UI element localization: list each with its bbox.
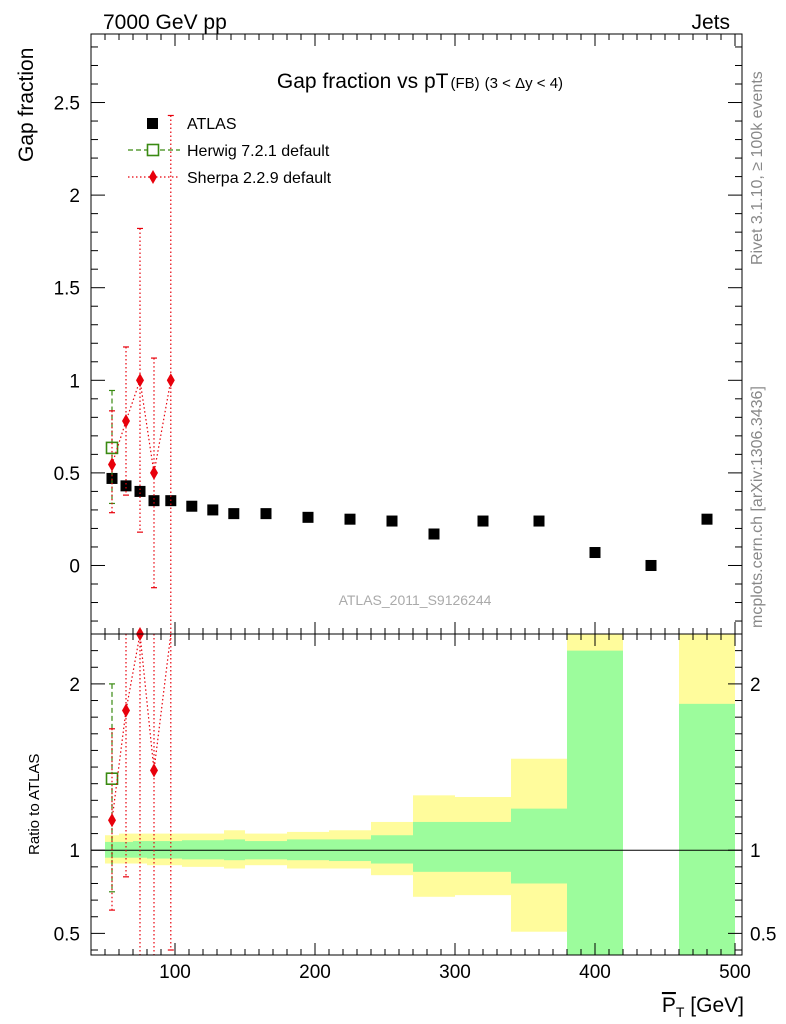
atlas-data-point: [106, 472, 118, 484]
main-plot-layer: 0 0.5 1 1.5 2 2.5: [54, 33, 743, 635]
atlas-data-point: [186, 500, 198, 512]
sherpa-ratio-data-point: [150, 763, 158, 778]
atlas-data-point: [207, 504, 219, 516]
ratio-band-inner: [455, 821, 511, 872]
ratio-y-tick-label: 0.5: [54, 924, 80, 945]
atlas-data-point: [120, 480, 132, 492]
x-axis-label: PT [GeV]: [662, 994, 744, 1020]
ratio-y-axis-label: Ratio to ATLAS: [26, 754, 43, 855]
main-y-tick-label: 2.5: [54, 94, 80, 115]
chart-title: Gap fraction vs pT (FB) (3 < Δy < 4): [277, 70, 563, 93]
atlas-data-point: [148, 495, 160, 507]
x-tick-label: 400: [579, 962, 611, 983]
x-tick-label: 100: [159, 962, 191, 983]
x-tick-label: 200: [299, 962, 331, 983]
sherpa-data-point: [136, 373, 144, 388]
legend-label-atlas: ATLAS: [187, 116, 237, 133]
atlas-data-point: [428, 528, 440, 540]
atlas-data-point: [701, 513, 713, 525]
main-y-tick-label: 1.5: [54, 279, 80, 300]
ratio-y-tick-label-right: 1: [750, 841, 761, 862]
sherpa-ratio-data-point: [122, 703, 130, 718]
legend-entry-atlas: ATLAS: [147, 116, 237, 133]
main-y-tick-label: 2: [69, 186, 80, 207]
ratio-y-tick-label-right: 0.5: [750, 924, 776, 945]
legend-marker-atlas: [147, 118, 158, 129]
ratio-plot-frame: [90, 633, 743, 956]
legend-entry-herwig: Herwig 7.2.1 default: [128, 143, 330, 160]
sherpa-data-point: [108, 457, 116, 472]
atlas-data-point: [302, 511, 314, 523]
atlas-data-point: [589, 547, 601, 559]
chart-title-range: (3 < Δy < 4): [485, 75, 563, 92]
mcplots-source-label: mcplots.cern.ch [arXiv:1306.3436]: [749, 386, 766, 628]
atlas-data-point: [645, 559, 657, 571]
main-y-tick-label: 1: [69, 371, 80, 392]
atlas-data-point: [386, 515, 398, 527]
legend-label-sherpa: Sherpa 2.2.9 default: [187, 170, 332, 187]
sherpa-ratio-data-point: [108, 813, 116, 828]
chart-title-main: Gap fraction vs pT: [277, 70, 449, 93]
x-axis-label-main: P: [662, 994, 676, 1017]
ratio-band-inner: [567, 650, 623, 955]
main-panel: Gap fraction Gap fraction vs pT (FB) (3 < …: [15, 33, 743, 635]
atlas-data-point: [134, 485, 146, 497]
x-tick-label: 500: [719, 962, 751, 983]
sherpa-data-point: [166, 373, 175, 388]
atlas-data-point: [344, 513, 356, 525]
atlas-data-point: [260, 508, 272, 520]
ratio-band-inner: [371, 835, 413, 864]
main-y-tick-label: 0: [69, 556, 80, 577]
main-y-axis-label: Gap fraction: [15, 48, 38, 162]
sherpa-data-point: [122, 414, 130, 429]
legend: ATLAS Herwig 7.2.1 default Sherpa 2.2.9 …: [128, 116, 332, 187]
ratio-band-inner: [511, 808, 567, 884]
ratio-band-inner: [413, 821, 455, 872]
sherpa-ratio-line: [111, 633, 172, 821]
ratio-band-inner: [133, 841, 147, 858]
herwig-ratio-data-point: [105, 772, 119, 785]
legend-entry-sherpa: Sherpa 2.2.9 default: [128, 170, 332, 187]
ratio-y-tick-label-right: 2: [750, 675, 761, 696]
x-axis-label-sub: T: [676, 1004, 685, 1020]
legend-marker-herwig: [146, 143, 160, 157]
x-axis-label-unit: [GeV]: [684, 994, 744, 1017]
header-process-label: Jets: [691, 11, 730, 34]
ratio-y-tick-label: 2: [69, 675, 80, 696]
ratio-plot-layer: 100 200 300 400 500 0.5 0.5 1 1 2 2: [54, 627, 776, 983]
legend-label-herwig: Herwig 7.2.1 default: [187, 143, 330, 160]
atlas-data-point: [533, 515, 545, 527]
analysis-watermark: ATLAS_2011_S9126244: [339, 592, 492, 608]
legend-marker-sherpa: [149, 170, 157, 184]
chart-title-sub: (FB): [451, 75, 480, 92]
ratio-band-inner: [679, 703, 735, 955]
ratio-y-tick-label: 1: [69, 841, 80, 862]
rivet-version-label: Rivet 3.1.10, ≥ 100k events: [749, 71, 766, 265]
sherpa-line: [111, 380, 172, 473]
atlas-data-point: [477, 515, 489, 527]
header-energy-label: 7000 GeV pp: [103, 11, 227, 34]
sherpa-data-point: [150, 465, 158, 480]
ratio-panel: Ratio to ATLAS 100 200 300 400 500 0.5 0.5 1 1 2 2…: [26, 627, 776, 1020]
atlas-data-point: [228, 508, 240, 520]
x-tick-label: 300: [439, 962, 471, 983]
main-y-tick-label: 0.5: [54, 464, 80, 485]
